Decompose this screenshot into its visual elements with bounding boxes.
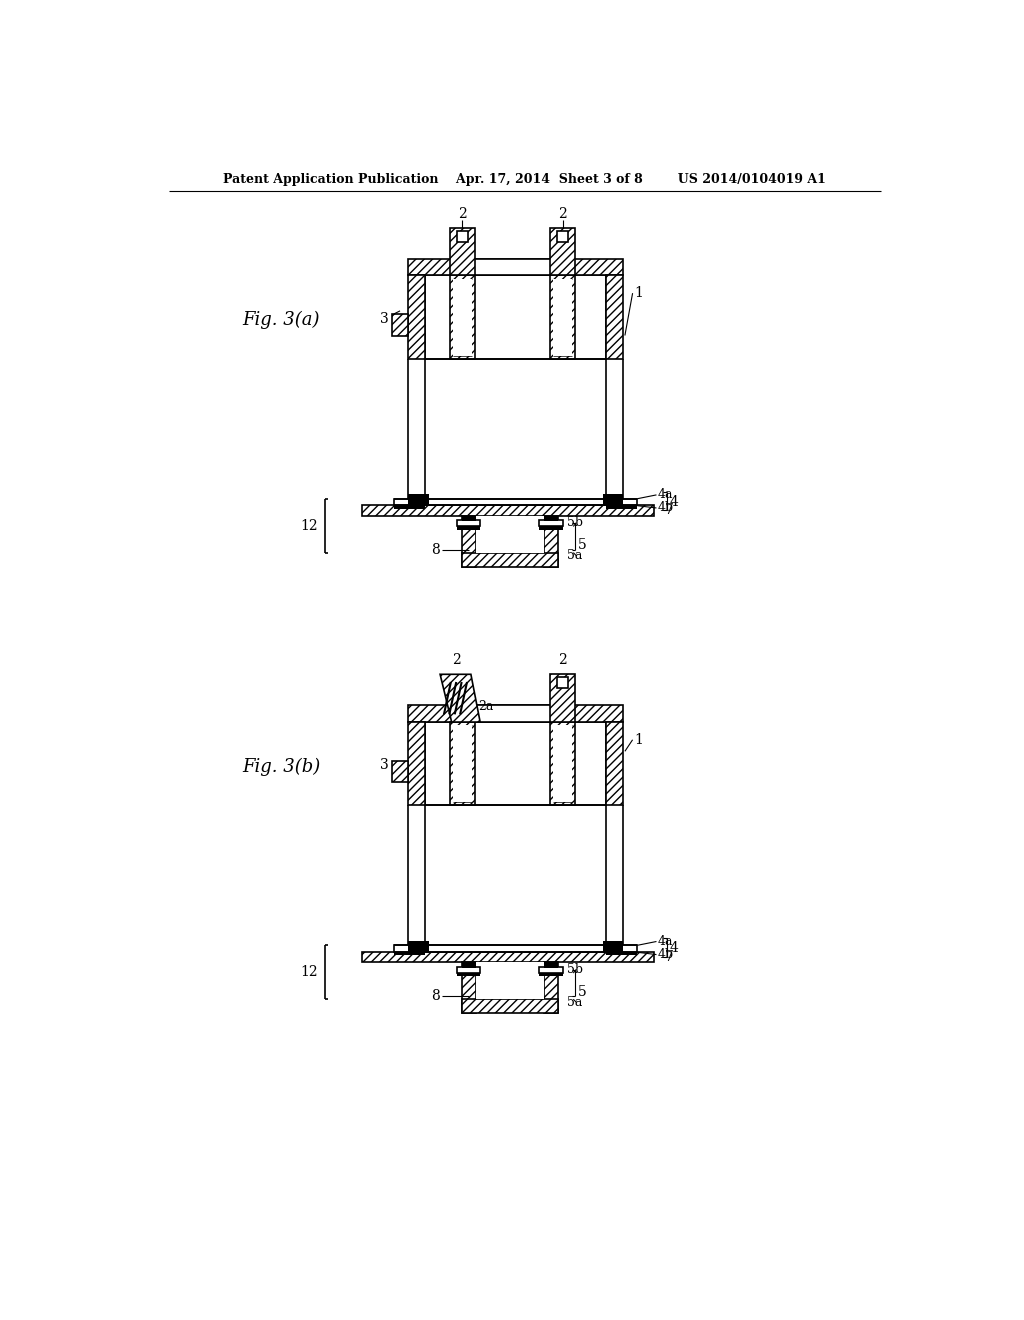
Bar bbox=[462, 516, 475, 521]
Bar bbox=[457, 231, 468, 242]
Bar bbox=[544, 516, 558, 566]
Text: 2: 2 bbox=[558, 207, 567, 220]
Bar bbox=[454, 279, 472, 355]
Bar bbox=[550, 722, 574, 805]
Bar bbox=[408, 705, 624, 722]
Text: 12: 12 bbox=[300, 965, 317, 979]
Bar bbox=[451, 722, 475, 805]
Bar bbox=[462, 553, 558, 566]
Bar bbox=[457, 966, 480, 973]
Bar bbox=[394, 499, 637, 506]
Text: 2a: 2a bbox=[478, 700, 494, 713]
Bar bbox=[544, 516, 558, 521]
Bar bbox=[553, 279, 571, 355]
Text: 12: 12 bbox=[300, 519, 317, 533]
Bar bbox=[606, 722, 624, 805]
Bar bbox=[408, 494, 429, 506]
Bar bbox=[544, 962, 558, 968]
Text: 7: 7 bbox=[665, 503, 674, 517]
Bar bbox=[408, 722, 425, 805]
Text: 5: 5 bbox=[578, 539, 587, 552]
Text: 4b: 4b bbox=[658, 948, 674, 961]
Bar bbox=[606, 276, 624, 359]
Text: Patent Application Publication    Apr. 17, 2014  Sheet 3 of 8        US 2014/010: Patent Application Publication Apr. 17, … bbox=[223, 173, 826, 186]
Text: 2: 2 bbox=[558, 653, 567, 668]
Text: 5b: 5b bbox=[567, 516, 583, 529]
Bar bbox=[550, 675, 574, 722]
Bar bbox=[557, 677, 568, 688]
Bar bbox=[394, 945, 637, 952]
Text: 4: 4 bbox=[670, 941, 679, 956]
Text: 8: 8 bbox=[431, 543, 440, 557]
Text: 4: 4 bbox=[670, 495, 679, 508]
Bar bbox=[408, 941, 429, 952]
Bar bbox=[361, 506, 654, 516]
Bar bbox=[462, 962, 475, 968]
Bar bbox=[602, 941, 624, 952]
Bar bbox=[606, 504, 637, 508]
Text: 8: 8 bbox=[431, 989, 440, 1003]
Bar bbox=[553, 725, 571, 803]
Bar bbox=[451, 227, 475, 276]
Bar bbox=[602, 494, 624, 506]
Text: 5: 5 bbox=[578, 985, 587, 998]
Bar bbox=[457, 973, 480, 977]
Bar bbox=[361, 952, 654, 962]
Bar bbox=[392, 760, 408, 781]
Text: 3: 3 bbox=[380, 758, 388, 772]
Bar bbox=[550, 227, 574, 276]
Bar bbox=[550, 276, 574, 359]
Text: 5b: 5b bbox=[567, 962, 583, 975]
Bar bbox=[540, 527, 562, 529]
Bar bbox=[606, 952, 637, 956]
Bar bbox=[457, 520, 480, 527]
Bar bbox=[540, 966, 562, 973]
Bar bbox=[540, 520, 562, 527]
Bar bbox=[408, 259, 624, 276]
Text: 4b: 4b bbox=[658, 502, 674, 515]
Text: Fig. 3(a): Fig. 3(a) bbox=[243, 312, 319, 329]
Bar bbox=[475, 705, 550, 722]
Bar bbox=[462, 962, 475, 1014]
Text: 5a: 5a bbox=[567, 995, 583, 1008]
Text: 1: 1 bbox=[634, 733, 643, 747]
Text: 2: 2 bbox=[458, 207, 467, 220]
Bar bbox=[557, 231, 568, 242]
Bar bbox=[451, 276, 475, 359]
Bar bbox=[454, 725, 472, 803]
Bar bbox=[475, 516, 544, 553]
Text: 4a: 4a bbox=[658, 935, 674, 948]
Polygon shape bbox=[440, 675, 480, 722]
Text: 5a: 5a bbox=[567, 549, 583, 562]
Text: 1: 1 bbox=[634, 286, 643, 300]
Text: Fig. 3(b): Fig. 3(b) bbox=[243, 758, 321, 776]
Bar bbox=[475, 259, 550, 276]
Bar bbox=[540, 973, 562, 977]
Bar bbox=[425, 276, 606, 359]
Bar bbox=[425, 722, 606, 805]
Bar bbox=[392, 314, 408, 335]
Text: 3: 3 bbox=[380, 312, 388, 326]
Text: 7: 7 bbox=[665, 950, 674, 964]
Bar bbox=[394, 504, 425, 508]
Bar bbox=[408, 276, 425, 359]
Bar bbox=[462, 999, 558, 1014]
Bar bbox=[475, 962, 544, 999]
Text: 2: 2 bbox=[452, 653, 461, 668]
Bar bbox=[544, 962, 558, 1014]
Text: 4a: 4a bbox=[658, 488, 674, 502]
Bar bbox=[394, 952, 425, 956]
Bar bbox=[462, 516, 475, 566]
Bar bbox=[457, 527, 480, 529]
